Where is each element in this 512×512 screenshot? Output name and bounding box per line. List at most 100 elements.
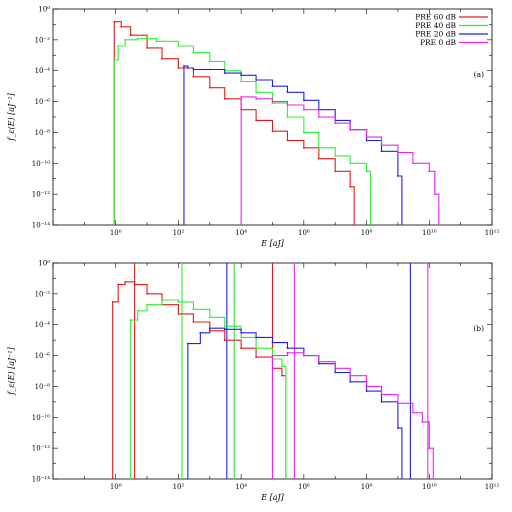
data-point: [271, 341, 274, 344]
data-point: [302, 131, 305, 134]
data-point: [317, 360, 320, 363]
data-point: [208, 60, 211, 63]
series-line: [130, 299, 287, 479]
data-point: [397, 402, 399, 405]
data-point: [317, 146, 320, 149]
data-point: [255, 347, 258, 350]
data-point: [397, 175, 399, 177]
data-point: [365, 136, 368, 138]
data-point: [223, 325, 226, 328]
data-point: [302, 99, 305, 102]
data-point: [281, 374, 283, 377]
data-point: [397, 427, 399, 429]
x-tick-label: 10⁴: [235, 483, 247, 491]
data-point: [380, 144, 383, 147]
legend-label: PRE 20 dB: [415, 30, 456, 39]
data-point: [349, 185, 352, 188]
data-point: [192, 308, 195, 311]
panel-tag: (b): [473, 324, 484, 333]
data-point: [334, 155, 337, 157]
data-point: [155, 40, 158, 43]
y-tick-label: 10⁻⁴: [35, 67, 51, 75]
data-point: [177, 67, 180, 69]
x-tick-label: 10²: [173, 483, 185, 491]
data-point: [223, 339, 226, 342]
data-point: [380, 400, 383, 403]
data-point: [421, 421, 424, 423]
data-point: [146, 47, 148, 49]
data-point: [302, 146, 305, 149]
data-point: [240, 96, 243, 98]
data-point: [161, 299, 163, 301]
data-point: [411, 411, 414, 414]
data-point: [124, 280, 127, 283]
data-point: [192, 51, 195, 54]
data-point: [271, 354, 274, 357]
x-tick-label: 10¹²: [485, 229, 500, 237]
data-point: [349, 380, 352, 383]
y-tick-label: 10⁻⁶: [35, 352, 51, 360]
data-point: [349, 162, 352, 165]
data-point: [208, 86, 211, 89]
data-point: [349, 128, 352, 131]
data-point: [120, 25, 123, 28]
data-point: [428, 447, 431, 450]
data-point: [286, 351, 289, 354]
y-tick-label: 10⁻¹⁰: [32, 160, 50, 168]
x-tick-label: 10⁰: [110, 483, 122, 491]
panel-b: 10⁰ 10² 10⁴ 10⁶ 10⁸ 10¹⁰ 10¹² 10⁰ 10⁻² 10⁻⁴ 10⁻⁶ 10…: [7, 260, 499, 503]
data-point: [133, 283, 136, 286]
series-line: [271, 352, 434, 479]
data-point: [136, 37, 139, 40]
data-point: [124, 38, 127, 41]
data-point: [255, 79, 258, 81]
y-tick-label: 10⁻⁸: [35, 383, 51, 391]
panel-tag: (a): [474, 70, 484, 79]
data-point: [113, 59, 116, 61]
y-tick-label: 10⁰: [38, 260, 50, 268]
x-tick-label: 10¹²: [485, 483, 500, 491]
x-tick-label: 10⁶: [298, 229, 310, 237]
data-point: [129, 34, 132, 37]
y-tick-label: 10⁻²: [35, 290, 51, 298]
x-tick-label: 10¹⁰: [422, 483, 437, 491]
data-point: [136, 309, 139, 312]
data-point: [240, 347, 243, 350]
data-point: [365, 390, 368, 392]
plot-area: [111, 263, 434, 479]
data-point: [255, 119, 258, 122]
legend-label: PRE 60 dB: [415, 13, 456, 22]
x-tick-label: 10⁶: [298, 483, 310, 491]
data-point: [111, 301, 114, 303]
data-point: [208, 68, 211, 71]
x-axis-label: E [aJ]: [260, 493, 284, 502]
data-point: [113, 20, 116, 23]
data-point: [317, 362, 320, 365]
data-point: [286, 91, 289, 94]
data-point: [208, 327, 211, 330]
x-axis-label: E [aJ]: [260, 239, 284, 248]
data-point: [146, 292, 148, 295]
data-point: [286, 139, 289, 142]
y-tick-label: 10⁻⁶: [35, 98, 51, 106]
data-point: [281, 365, 283, 368]
data-point: [271, 102, 274, 104]
data-point: [428, 170, 431, 173]
series-line: [113, 21, 355, 225]
data-point: [286, 347, 289, 350]
data-point: [255, 97, 258, 100]
data-point: [183, 65, 185, 67]
data-point: [192, 68, 195, 71]
y-tick-label: 10⁻⁴: [35, 321, 51, 329]
y-tick-label: 10⁻⁸: [35, 129, 51, 137]
panel-a: 10⁰ 10² 10⁴ 10⁶ 10⁸ 10¹⁰ 10¹² 10⁰ 10⁻² 10⁻⁴ 10⁻⁶ 10…: [7, 6, 499, 249]
y-axis-label: f_ε(E) [aJ⁻¹]: [7, 92, 16, 141]
data-point: [302, 354, 305, 357]
data-point: [177, 301, 180, 303]
data-point: [271, 85, 274, 88]
data-point: [240, 80, 243, 83]
x-tick-label: 10¹⁰: [422, 229, 437, 237]
data-point: [255, 356, 258, 358]
data-point: [365, 139, 368, 142]
x-tick-label: 10⁸: [361, 483, 373, 491]
